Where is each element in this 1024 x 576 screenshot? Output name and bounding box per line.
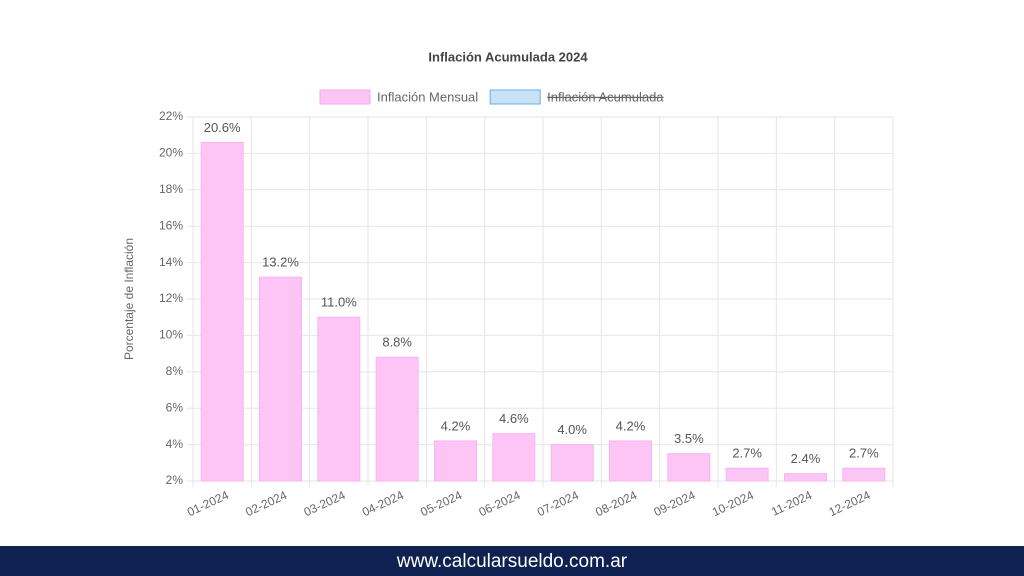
- y-tick-label: 16%: [159, 218, 183, 232]
- bar: [434, 440, 477, 482]
- y-tick-label: 8%: [166, 364, 184, 378]
- bar: [200, 141, 244, 482]
- legend-label: Inflación Mensual: [377, 89, 478, 104]
- y-tick-label: 6%: [166, 400, 184, 414]
- y-tick-label: 22%: [159, 109, 183, 123]
- value-label: 20.6%: [204, 120, 241, 135]
- bar: [667, 453, 711, 482]
- bar: [842, 467, 886, 482]
- footer-text: www.calcularsueldo.com.ar: [396, 551, 628, 572]
- bar: [725, 467, 769, 482]
- y-tick-label: 20%: [159, 146, 183, 160]
- bar: [550, 444, 594, 482]
- value-label: 4.6%: [499, 411, 529, 426]
- value-label: 4.2%: [441, 418, 471, 433]
- legend-label: Inflación Acumulada: [547, 89, 664, 104]
- value-label: 13.2%: [262, 255, 299, 270]
- footer-bar: [0, 546, 1024, 576]
- chart-title: Inflación Acumulada 2024: [428, 49, 588, 64]
- bar: [317, 316, 361, 482]
- bar: [609, 440, 652, 482]
- legend-swatch: [489, 89, 541, 105]
- bar: [259, 276, 302, 482]
- value-label: 4.0%: [557, 422, 587, 437]
- y-tick-label: 4%: [166, 437, 184, 451]
- value-label: 3.5%: [674, 431, 704, 446]
- value-label: 8.8%: [382, 335, 412, 350]
- value-label: 2.7%: [732, 446, 762, 461]
- value-label: 11.0%: [321, 295, 357, 310]
- y-axis-label: Porcentaje de Inflación: [122, 238, 136, 360]
- y-tick-label: 12%: [159, 291, 183, 305]
- bar: [375, 356, 419, 482]
- legend-swatch: [319, 89, 371, 105]
- value-label: 4.2%: [616, 418, 646, 433]
- y-tick-label: 18%: [159, 182, 183, 196]
- y-tick-label: 10%: [159, 328, 183, 342]
- y-tick-label: 14%: [159, 255, 183, 269]
- value-label: 2.7%: [849, 446, 879, 461]
- bar: [784, 473, 827, 482]
- value-label: 2.4%: [791, 451, 821, 466]
- y-tick-label: 2%: [166, 473, 184, 487]
- bar: [492, 433, 536, 482]
